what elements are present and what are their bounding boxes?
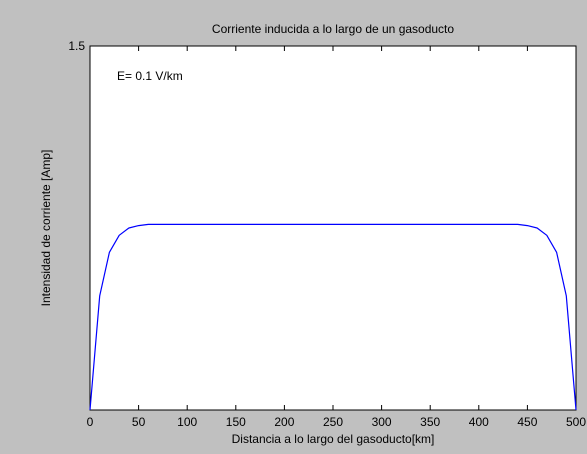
axis-ticks: 0 50 100 150 200 250 300 350 400 450 500 1.5 xyxy=(68,39,586,429)
x-tick-label: 150 xyxy=(226,415,246,429)
x-tick-label: 250 xyxy=(323,415,343,429)
x-tick-label: 0 xyxy=(87,415,94,429)
y-axis-label: Intensidad de corriente [Amp] xyxy=(39,150,53,307)
plot-area xyxy=(89,45,577,411)
x-tick-label: 350 xyxy=(420,415,440,429)
x-tick-label: 200 xyxy=(274,415,294,429)
x-tick-label: 400 xyxy=(469,415,489,429)
x-tick-label: 500 xyxy=(566,415,586,429)
series-line xyxy=(89,223,577,411)
chart-annotation: E= 0.1 V/km xyxy=(117,69,183,83)
x-axis-label: Distancia a lo largo del gasoducto[km] xyxy=(232,432,435,446)
chart-title: Corriente inducida a lo largo de un gaso… xyxy=(212,22,454,36)
x-tick-label: 100 xyxy=(177,415,197,429)
series-layer xyxy=(89,223,577,411)
x-tick-label: 50 xyxy=(132,415,146,429)
x-tick-label: 300 xyxy=(372,415,392,429)
x-tick-label: 450 xyxy=(517,415,537,429)
y-tick-label: 1.5 xyxy=(68,39,85,53)
